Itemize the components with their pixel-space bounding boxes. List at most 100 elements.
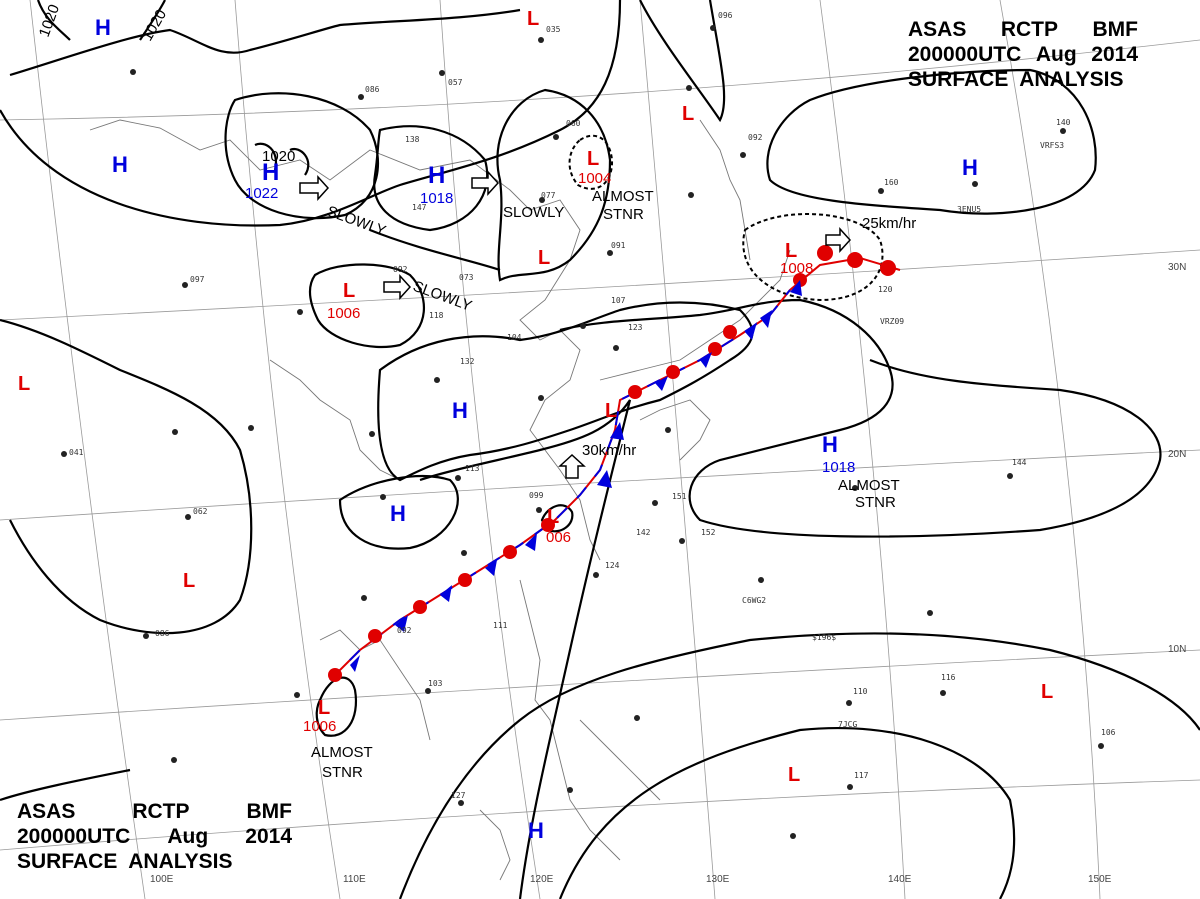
isobar-label: 1020 [139,7,170,44]
station-value: 103 [428,679,443,688]
title-product: SURFACE ANALYSIS [17,850,233,873]
title-agency: ASAS [17,800,76,823]
isobar-label: 1020 [36,2,63,39]
motion-arrows [299,170,852,479]
low-symbol: L [605,400,617,422]
low-symbol: L [547,506,559,528]
station-value: 073 [459,273,474,282]
isobar-label: 1020 [262,148,295,165]
low-symbol: L [587,148,599,170]
station-value: 097 [190,275,205,284]
station-value: 107 [611,296,626,305]
longitude-label: 120E [530,874,554,885]
station-value: 113 [465,464,480,473]
high-symbol: H [112,152,128,177]
low-symbol: L [527,8,539,30]
station-code: $196$ [812,633,836,642]
movement-note: STNR [603,206,644,223]
station-value: 132 [460,357,475,366]
low-symbol: L [18,373,30,395]
title-time: 200000UTC [17,825,131,848]
low-symbol: L [343,280,355,302]
low-pressure-value: 1006 [303,718,336,735]
station-value: 086 [365,85,380,94]
movement-note: ALMOST [311,744,373,761]
title-code: BMF [246,800,293,823]
title-product: SURFACE ANALYSIS [908,68,1124,91]
low-pressure-value: 1004 [578,170,611,187]
station-value: 147 [412,203,427,212]
high-symbol: H [262,159,279,186]
movement-note: SLOWLY [411,278,475,315]
title-year: 2014 [245,825,292,848]
movement-note: SLOWLY [503,204,564,221]
station-value: 124 [605,561,620,570]
chart-title-bottom: ASAS RCTP BMF 200000UTC Aug 2014 SURFACE… [17,799,292,874]
station-value: 140 [1056,118,1071,127]
chart-title-top: ASAS RCTP BMF 200000UTC Aug 2014 SURFACE… [908,17,1138,92]
station-value: 152 [701,528,716,537]
station-code: VRZ09 [880,317,904,326]
longitude-label: 100E [150,874,174,885]
movement-speed: 30km/hr [582,442,636,459]
latitude-label: 30N [1168,262,1186,273]
stationary-front [328,245,901,682]
title-year: 2014 [1091,43,1138,66]
low-symbol: L [788,764,800,786]
station-value: 111 [493,621,508,630]
title-station: RCTP [1000,18,1059,41]
station-value: 104 [507,333,522,342]
station-code: VRFS3 [1040,141,1064,150]
title-code: BMF [1092,18,1139,41]
low-pressure-value: 006 [546,529,571,546]
station-value: 041 [69,448,84,457]
title-agency: ASAS [908,18,967,41]
station-value: 142 [636,528,651,537]
station-value: 096 [718,11,733,20]
title-time: 200000UTC [908,43,1022,66]
movement-note: STNR [855,494,896,511]
low-symbol: L [538,247,550,269]
longitude-label: 110E [343,874,366,885]
low-symbol: L [785,240,797,262]
high-centers: H H H H H H H H H 1022 1018 1018 [95,15,978,843]
low-symbol: L [183,570,195,592]
title-station: RCTP [132,800,190,823]
station-code: 7JCG [838,720,857,729]
title-month: Aug [1035,43,1077,66]
station-value: 118 [429,311,444,320]
longitude-label: 150E [1088,874,1112,885]
low-pressure-value: 1008 [780,260,813,277]
station-value: 151 [672,492,687,501]
station-value: 138 [405,135,420,144]
high-symbol: H [822,432,838,457]
station-markers [61,25,1104,839]
low-symbol: L [1041,681,1053,703]
station-plots: 035 086 138 147 060 077 091 107 123 099 … [69,11,1116,800]
longitude-label: 140E [888,874,912,885]
low-symbol: L [682,103,694,125]
coordinate-labels: 100E 110E 120E 130E 140E 150E 30N 20N 10… [150,262,1186,885]
station-value: 091 [611,241,626,250]
station-value: 127 [451,791,466,800]
high-pressure-value: 1018 [822,459,855,476]
station-value: 092 [748,133,763,142]
high-pressure-value: 1022 [245,185,278,202]
low-pressure-value: 1006 [327,305,360,322]
station-value: 060 [566,119,581,128]
movement-note: ALMOST [592,188,654,205]
movement-speed: 25km/hr [862,215,916,232]
station-value: 106 [1101,728,1116,737]
low-symbol: L [318,697,330,719]
station-value: 077 [541,191,556,200]
station-value: 120 [878,285,893,294]
station-code: 3ENU5 [957,205,981,214]
station-value: 035 [546,25,561,34]
station-value: 144 [1012,458,1027,467]
high-symbol: H [528,818,544,843]
high-symbol: H [452,398,468,423]
title-month: Aug [167,825,209,848]
station-code: C6WG2 [742,596,766,605]
